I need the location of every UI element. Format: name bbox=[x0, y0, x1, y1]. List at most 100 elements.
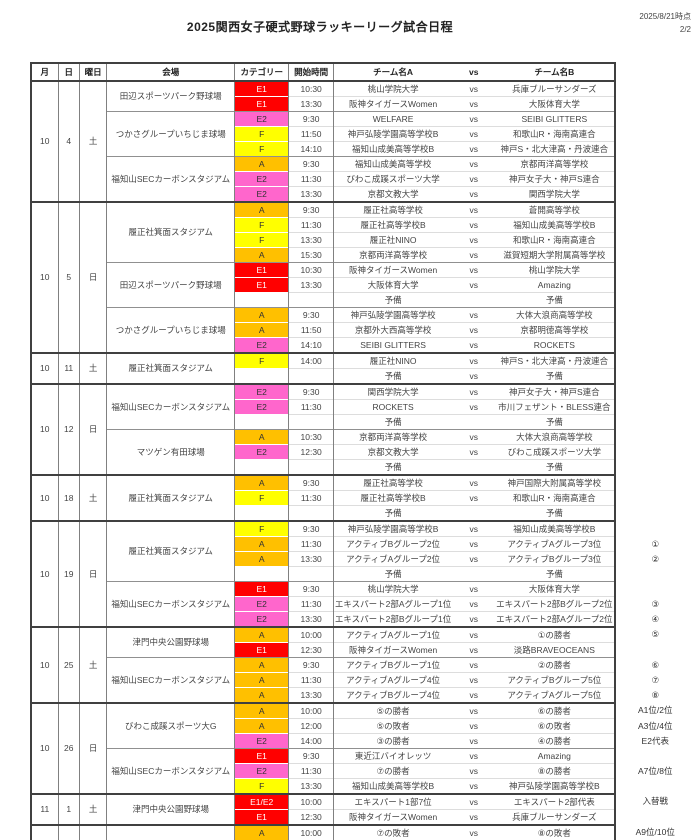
cell-month: 10 bbox=[29, 352, 59, 384]
cell-team-b: Amazing bbox=[495, 748, 616, 764]
cell-venue: 福知山SECカーボンスタジアム bbox=[106, 657, 235, 703]
cell-team-a: 大阪体育大学 bbox=[332, 277, 453, 293]
cell-team-a: 履正社NINO bbox=[332, 232, 453, 248]
cell-team-b: 和歌山R・海南高連合 bbox=[495, 126, 616, 142]
cell-category: A bbox=[234, 156, 289, 172]
cell-time: 11:30 bbox=[288, 763, 334, 779]
cell-note bbox=[615, 445, 696, 460]
cell-note: ⑦ bbox=[651, 674, 660, 685]
cell-category: A bbox=[234, 672, 289, 688]
schedule-row: 10 11 土履正社箕面スタジアム F 14:00 履正社NINO vs 神戸S・北大津高・丹… bbox=[29, 352, 696, 384]
cell-dow: 土 bbox=[78, 626, 107, 703]
cell-venue: 福知山SECカーボンスタジアム bbox=[106, 581, 235, 627]
schedule-row: マツゲン有田球場 A 10:30 京都両洋高等学校 vs 大体大浪商高等学校 bbox=[31, 429, 696, 475]
schedule-row: F 11:50 神戸弘陵学園高等学校B vs 和歌山R・海南高連合 bbox=[31, 126, 696, 142]
cell-month: 10 bbox=[29, 520, 59, 627]
cell-month: 10 bbox=[29, 702, 59, 794]
cell-day: 19 bbox=[57, 520, 80, 627]
cell-time: 9:30 bbox=[288, 383, 334, 400]
cell-category: E1/E2 bbox=[234, 793, 289, 810]
cell-category: E2 bbox=[234, 763, 289, 779]
cell-note bbox=[615, 779, 696, 795]
cell-day: 11 bbox=[57, 352, 80, 384]
header-vs: vs bbox=[452, 62, 496, 82]
header-start-time: 開始時間 bbox=[288, 62, 334, 82]
cell-vs: vs bbox=[452, 80, 496, 97]
cell-note: 入替戦 bbox=[642, 796, 669, 807]
cell-team-a: 神戸弘陵学園高等学校B bbox=[332, 520, 453, 537]
cell-category: A bbox=[234, 429, 289, 445]
cell-team-b: 大体大浪商高等学校 bbox=[495, 429, 616, 445]
cell-team-a: アクティブBグループ2位 bbox=[332, 536, 453, 552]
cell-vs: vs bbox=[452, 520, 496, 537]
cell-vs: vs bbox=[452, 733, 496, 749]
schedule-table: 月 日 曜日 会場 カテゴリー 開始時間 チーム名A vs チーム名B 10 4 土… bbox=[29, 62, 697, 840]
cell-team-b: アクティブBグループ3位 bbox=[495, 551, 616, 567]
cell-team-a: 京都外大西高等学校 bbox=[332, 322, 453, 338]
cell-note bbox=[615, 187, 696, 203]
schedule-row: E2 11:30 ROCKETS vs 市川フェザント・BLESS連合 bbox=[31, 399, 696, 415]
schedule-row: A 13:30 アクティブAグループ2位 vs アクティブBグループ3位 ② bbox=[31, 551, 696, 567]
cell-dow: 日 bbox=[78, 824, 107, 840]
cell-dow: 土 bbox=[78, 474, 107, 521]
cell-team-b: 和歌山R・海南高連合 bbox=[495, 232, 616, 248]
cell-category: E1 bbox=[234, 748, 289, 764]
cell-note bbox=[615, 810, 696, 826]
cell-note: E2代表 bbox=[641, 735, 669, 746]
cell-vs: vs bbox=[452, 626, 496, 643]
cell-vs: vs bbox=[452, 687, 496, 703]
cell-note bbox=[615, 415, 696, 430]
cell-dow: 土 bbox=[78, 793, 107, 825]
cell-note bbox=[615, 582, 696, 597]
cell-time: 14:00 bbox=[288, 352, 334, 369]
cell-note bbox=[615, 323, 696, 338]
cell-vs: vs bbox=[452, 596, 496, 612]
schedule-row: E1 12:30 阪神タイガースWomen vs 兵庫ブルーサンダーズ bbox=[31, 809, 696, 826]
schedule-row: A 12:00 ⑤の敗者 vs ⑥の敗者 A3位/4位 bbox=[31, 718, 696, 734]
cell-vs: vs bbox=[452, 551, 496, 567]
cell-time: 10:00 bbox=[288, 626, 334, 643]
cell-time: 10:30 bbox=[288, 262, 334, 278]
cell-team-a: 東近江バイオレッツ bbox=[332, 748, 453, 764]
schedule-row: E1 12:30 阪神タイガースWomen vs 淡路BRAVEOCEANS bbox=[31, 642, 696, 658]
cell-time: 10:30 bbox=[288, 80, 334, 97]
cell-note bbox=[615, 384, 696, 400]
cell-team-a: 桃山学院大学 bbox=[332, 581, 453, 597]
schedule-row: E2 14:00 ③の勝者 vs ④の勝者 E2代表 bbox=[31, 733, 696, 749]
schedule-row: 福知山SECカーボンスタジアム A 9:30 アクティブBグループ1位 vs ②の勝者 ⑥ bbox=[31, 657, 696, 703]
cell-team-b: エキスパート2部Bグループ2位 bbox=[495, 596, 616, 612]
cell-team-a: 阪神タイガースWomen bbox=[332, 809, 453, 825]
cell-time: 9:30 bbox=[288, 111, 334, 127]
page-meta: 2025/8/21時点 2/2 bbox=[639, 10, 691, 36]
schedule-row: F 14:10 福知山成美高等学校B vs 神戸S・北大津高・丹波連合 bbox=[31, 141, 696, 157]
schedule-row: 福知山SECカーボンスタジアム E1 9:30 東近江バイオレッツ vs Amazing bbox=[31, 748, 696, 794]
cell-team-a: 京都両洋高等学校 bbox=[332, 429, 453, 445]
cell-day: 12 bbox=[57, 383, 80, 475]
cell-team-a: 予備 bbox=[332, 505, 453, 521]
schedule-row: 10 5 日履正社箕面スタジアム A 9:30 履正社高等学校 vs 蒼開高等学校 bbox=[29, 201, 696, 353]
cell-vs: vs bbox=[452, 748, 496, 764]
cell-team-b: 予備 bbox=[495, 414, 616, 430]
cell-team-a: 京都文教大学 bbox=[332, 186, 453, 202]
cell-time: 11:30 bbox=[288, 490, 334, 506]
cell-team-b: びわこ成蹊スポーツ大学 bbox=[495, 444, 616, 460]
cell-time: 13:30 bbox=[288, 96, 334, 112]
cell-category: F bbox=[234, 778, 289, 794]
cell-category: E1 bbox=[234, 262, 289, 278]
cell-vs: vs bbox=[452, 399, 496, 415]
cell-venue: マツゲン有田球場 bbox=[106, 429, 235, 475]
cell-time: 14:10 bbox=[288, 141, 334, 157]
cell-team-a: 福知山成美高等学校 bbox=[332, 156, 453, 172]
cell-team-b: ①の勝者 bbox=[495, 626, 616, 643]
cell-time: 11:30 bbox=[288, 672, 334, 688]
cell-time: 12:30 bbox=[288, 809, 334, 825]
page-title: 2025関西女子硬式野球ラッキーリーグ試合日程 bbox=[186, 20, 454, 34]
cell-note: ② bbox=[651, 553, 660, 564]
header-row: 月 日 曜日 会場 カテゴリー 開始時間 チーム名A vs チーム名B bbox=[29, 62, 696, 82]
cell-team-b: 大阪体育大学 bbox=[495, 96, 616, 112]
cell-team-a: 予備 bbox=[332, 368, 453, 384]
schedule-row: 10 4 土田辺スポーツパーク野球場 E1 10:30 桃山学院大学 vs 兵庫ブルーサンダー… bbox=[29, 80, 696, 202]
cell-venue: つかさグループいちじま球場 bbox=[106, 111, 235, 157]
cell-team-b: 京都明徳高等学校 bbox=[495, 322, 616, 338]
cell-team-a: エキスパート1部7位 bbox=[332, 793, 453, 810]
